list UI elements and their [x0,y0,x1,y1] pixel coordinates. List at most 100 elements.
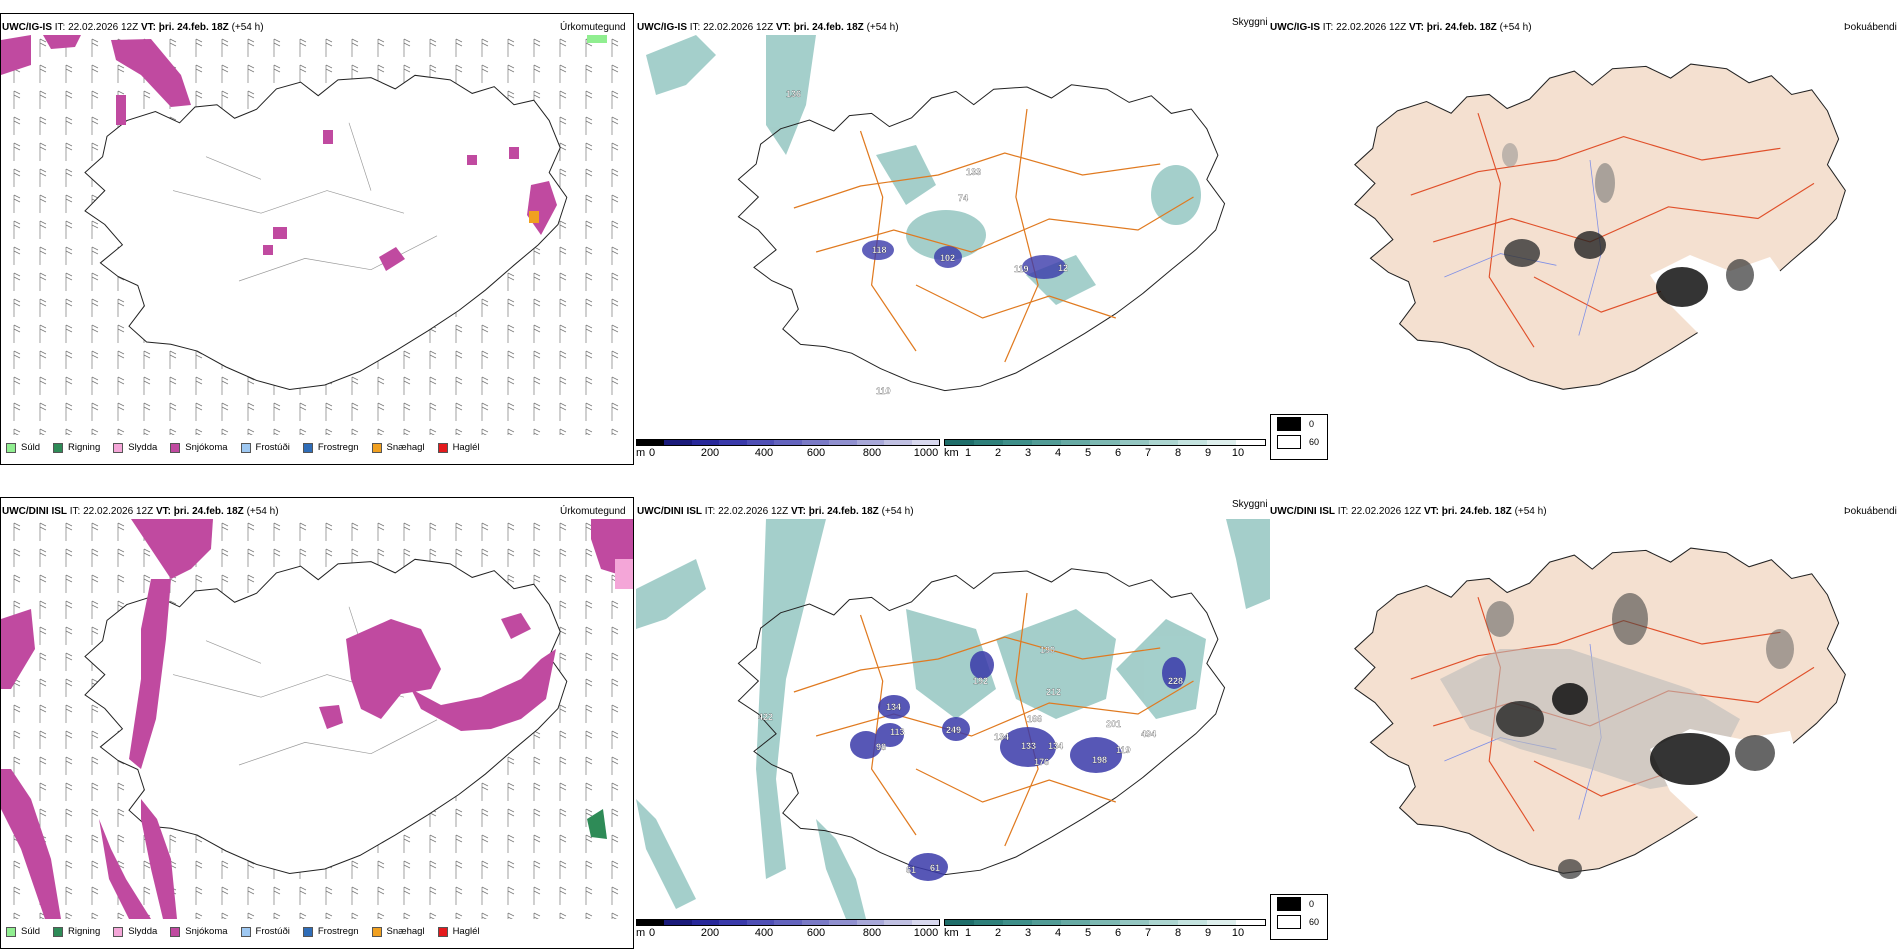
height-label: 113 [890,727,905,737]
tick: 9 [1204,447,1212,459]
legend-item: Slydda [113,442,157,453]
tick: 4 [1054,927,1062,939]
lead-time: (+54 h) [1499,22,1532,33]
swatch [240,442,251,453]
legend-item: Haglél [437,926,480,937]
valid-time: þri. 24.feb. 18Z [793,22,864,33]
precip-map-top[interactable] [1,35,633,435]
swatch [6,926,16,937]
tick: 200 [700,447,720,459]
tick: 800 [862,447,882,459]
height-label: 198 [1092,755,1107,765]
fog-map-top[interactable] [1270,35,1900,435]
legend-item: Súld [6,926,40,937]
model-name: UWC/IG-IS [637,22,687,33]
height-label: 74 [958,193,968,203]
cloud-header-bottom: UWC/DINI ISL IT: 22.02.2026 12Z VT: þri.… [637,506,914,517]
fog-intensity-areas [1440,593,1800,879]
height-label: 228 [1168,676,1183,686]
tick: 3 [1024,927,1032,939]
lead-time: (+54 h) [866,22,899,33]
fog-map-bottom[interactable] [1270,519,1900,919]
fog-type-title-bottom: Þokuábendi [1844,506,1897,517]
shade-swatch [1277,435,1301,449]
it-label: IT: [689,22,701,33]
tick: 1 [964,447,972,459]
valid-time: þri. 24.feb. 18Z [1441,506,1512,517]
lead-time: (+54 h) [231,22,264,33]
cloud-base-height-areas [850,651,1186,881]
height-label: 134 [994,732,1009,742]
it-label: IT: [69,506,81,517]
valid-time: þri. 24.feb. 18Z [1426,22,1497,33]
init-time: 22.02.2026 12Z [718,506,789,517]
tick: 400 [754,927,774,939]
shade-label: 0 [1309,419,1315,429]
valid-time: þri. 24.feb. 18Z [158,22,229,33]
legend-item: Súld [6,442,40,453]
legend-item: Haglél [437,442,480,453]
height-label: 61 [906,865,916,875]
visibility-scale-top: km 1 2 3 4 5 6 7 8 9 10 [944,439,1266,460]
height-label: 98 [876,742,886,752]
iceland-outline [737,84,1226,392]
height-label: 133 [1021,741,1036,751]
tick: 6 [1114,927,1122,939]
lead-time: (+54 h) [881,506,914,517]
tick: 4 [1054,447,1062,459]
height-scale-bottom: m 0 200 400 600 800 1000 [636,919,940,940]
precip-map-frame-bottom [0,497,634,949]
vt-label: VT: [140,22,156,33]
legend-item: Snjókoma [170,442,228,453]
legend-item: Snæhagl [371,926,425,937]
lead-time: (+54 h) [1514,506,1547,517]
cloud-map-bottom[interactable]: 422 134 113 98 249 192 190 212 166 134 1… [636,519,1270,919]
shade-swatch [1277,915,1301,929]
precip-type-title-bottom: Úrkomutegund [560,506,626,517]
init-time: 22.02.2026 12Z [68,22,139,33]
swatch [113,926,124,937]
vt-label: VT: [1408,22,1424,33]
height-label: 136 [786,89,801,99]
tick: 600 [806,447,826,459]
fog-shade-legend-top: 0 60 [1270,414,1328,460]
height-unit: m [636,927,646,939]
valid-time: þri. 24.feb. 18Z [808,506,879,517]
height-label: 61 [930,863,940,873]
tick: 1000 [913,927,939,939]
legend-item: Slydda [113,926,157,937]
swatch [302,926,313,937]
tick: 0 [648,927,656,939]
legend-item: Frostúði [240,442,290,453]
precip-legend-bottom: Súld Rigning Slydda Snjókoma Frostúði Fr… [6,926,493,937]
valid-time: þri. 24.feb. 18Z [173,506,244,517]
shade-swatch [1277,897,1301,911]
height-label: 201 [1106,719,1121,729]
init-time: 22.02.2026 12Z [1336,22,1407,33]
tick: 2 [994,927,1002,939]
precip-map-bottom[interactable] [1,519,633,919]
height-label: 134 [1048,741,1063,751]
height-label: 119 [1014,264,1029,274]
height-label: 133 [966,167,981,177]
fog-header-top: UWC/IG-IS IT: 22.02.2026 12Z VT: þri. 24… [1270,22,1532,33]
height-label: 119 [1116,745,1131,755]
swatch [302,442,313,453]
model-name: UWC/DINI ISL [1270,506,1335,517]
precip-legend-top: Súld Rigning Slydda Snjókoma Frostúði Fr… [6,442,493,453]
tick: 5 [1084,927,1092,939]
cloud-type-title-bottom: Skyggni [1232,499,1268,510]
swatch [170,926,181,937]
shade-swatch [1277,417,1301,431]
height-label: 110 [876,386,891,396]
cloud-map-top[interactable]: 136 133 74 118 102 119 12 110 [636,35,1270,435]
swatch [437,442,448,453]
tick: 8 [1174,447,1182,459]
height-label: 118 [872,245,887,255]
visibility-unit: km [944,447,959,459]
model-name: UWC/DINI ISL [2,506,67,517]
tick: 200 [700,927,720,939]
legend-item: Frostregn [302,442,359,453]
model-name: UWC/IG-IS [2,22,52,33]
tick: 2 [994,447,1002,459]
